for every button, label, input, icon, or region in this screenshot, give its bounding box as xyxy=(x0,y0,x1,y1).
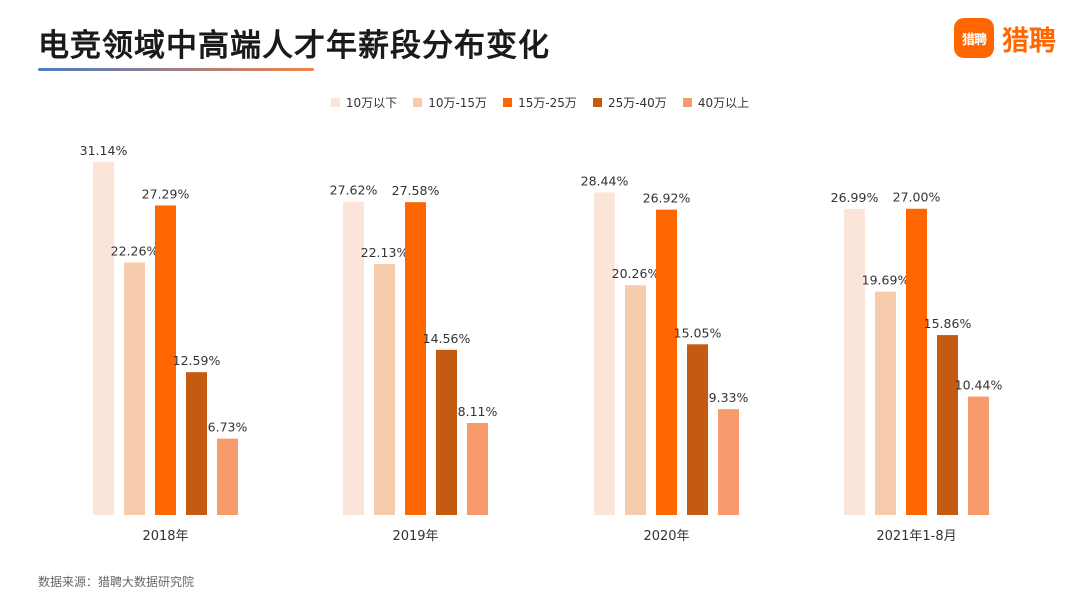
bar xyxy=(594,192,615,515)
legend-item: 15万-25万 xyxy=(503,94,577,111)
bar xyxy=(968,396,989,515)
data-label: 26.99% xyxy=(831,190,879,205)
data-label: 15.05% xyxy=(674,325,722,340)
bar xyxy=(343,201,364,516)
data-label: 31.14% xyxy=(80,143,128,158)
brand-logo: 猎聘 猎聘 xyxy=(954,18,1056,58)
legend-swatch xyxy=(330,98,340,107)
legend-label: 15万-25万 xyxy=(518,96,577,110)
bar xyxy=(937,335,958,515)
legend-label: 40万以上 xyxy=(697,96,750,110)
data-label: 6.73% xyxy=(208,420,248,435)
bar xyxy=(374,263,395,515)
data-label: 14.56% xyxy=(423,331,471,346)
bar xyxy=(217,438,238,515)
data-label: 27.00% xyxy=(893,190,941,205)
bar xyxy=(93,161,114,515)
data-label: 12.59% xyxy=(173,353,221,368)
bar xyxy=(186,372,207,515)
data-label: 15.86% xyxy=(924,316,972,331)
title-underline xyxy=(38,68,314,71)
chart-legend: 10万以下 10万-15万 15万-25万 25万-40万 40万以上 xyxy=(0,94,1080,111)
legend-swatch xyxy=(413,98,423,107)
bar xyxy=(155,205,176,515)
data-label: 10.44% xyxy=(955,378,1003,393)
bar xyxy=(844,208,865,515)
legend-label: 10万以下 xyxy=(345,96,398,110)
bar xyxy=(687,344,708,515)
data-label: 8.11% xyxy=(458,404,498,419)
legend-swatch xyxy=(682,98,692,107)
bar xyxy=(124,262,145,515)
legend-item: 40万以上 xyxy=(682,94,750,111)
legend-label: 10万-15万 xyxy=(428,96,488,110)
bar xyxy=(906,208,927,515)
legend-item: 10万-15万 xyxy=(413,94,487,111)
legend-swatch xyxy=(592,98,602,107)
category-label: 2019年 xyxy=(392,529,438,544)
page-title: 电竞领域中高端人才年薪段分布变化 xyxy=(38,28,550,64)
category-label: 2018年 xyxy=(142,529,188,544)
data-label: 26.92% xyxy=(643,191,691,206)
category-label: 2021年1-8月 xyxy=(876,529,956,544)
data-label: 27.62% xyxy=(330,183,378,198)
bar xyxy=(875,291,896,515)
data-label: 27.58% xyxy=(392,183,440,198)
brand-name: 猎聘 xyxy=(1002,25,1056,57)
bar xyxy=(436,349,457,515)
data-label: 19.69% xyxy=(862,273,910,288)
brand-chat-icon: 猎聘 xyxy=(954,18,994,58)
category-label: 2020年 xyxy=(643,529,689,544)
legend-swatch xyxy=(503,98,513,107)
bar xyxy=(656,209,677,516)
bar xyxy=(718,409,739,515)
data-label: 27.29% xyxy=(142,186,190,201)
data-label: 20.26% xyxy=(612,266,660,281)
data-label: 22.13% xyxy=(361,245,409,260)
legend-label: 25万-40万 xyxy=(607,96,667,110)
legend-item: 25万-40万 xyxy=(592,94,667,111)
data-source-note: 数据来源：猎聘大数据研究院 xyxy=(38,575,195,589)
bar xyxy=(467,423,488,515)
data-label: 28.44% xyxy=(581,173,629,188)
data-label: 9.33% xyxy=(709,390,749,405)
bar xyxy=(405,202,426,515)
bar xyxy=(625,285,646,515)
legend-item: 10万以下 xyxy=(330,94,398,111)
data-label: 22.26% xyxy=(111,244,159,259)
